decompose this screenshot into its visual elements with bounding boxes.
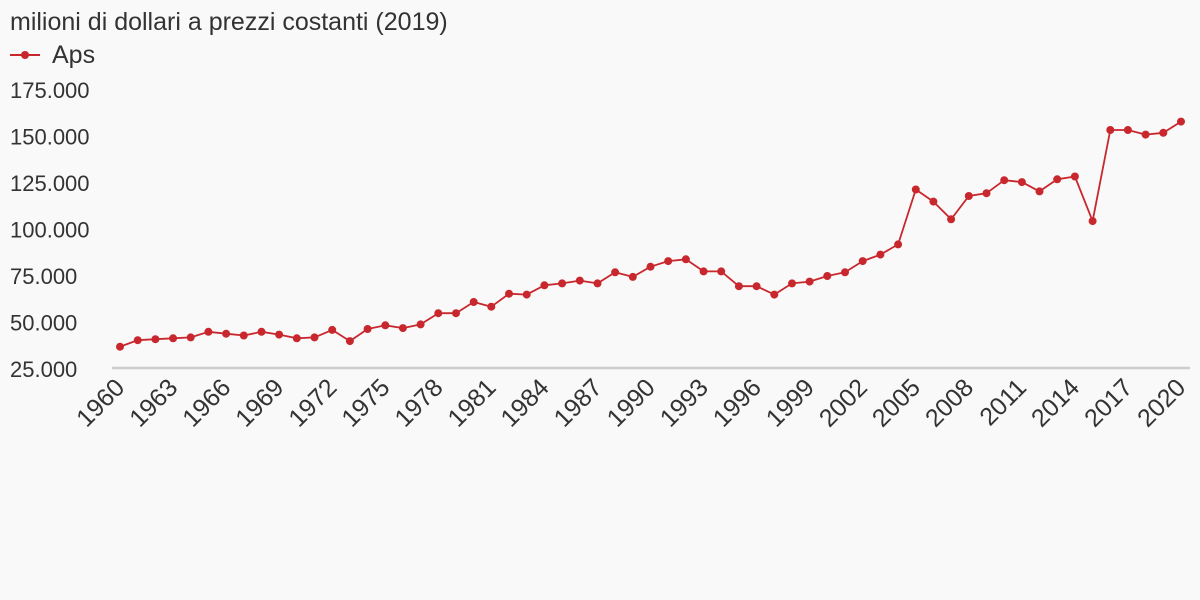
data-point[interactable]	[1141, 130, 1150, 139]
legend-marker-icon	[10, 51, 40, 59]
x-tick-label: 2011	[974, 373, 1032, 431]
y-tick-label: 125.000	[10, 171, 90, 196]
data-point[interactable]	[151, 335, 160, 344]
data-point[interactable]	[876, 250, 885, 259]
data-point[interactable]	[947, 215, 956, 224]
data-point[interactable]	[186, 333, 195, 342]
data-point[interactable]	[275, 330, 284, 339]
data-point[interactable]	[894, 240, 903, 249]
x-tick-label: 2008	[920, 373, 979, 432]
y-tick-label: 75.000	[10, 264, 77, 289]
data-point[interactable]	[646, 262, 655, 271]
y-tick-label: 175.000	[10, 78, 90, 103]
x-tick-label: 1975	[336, 373, 395, 432]
x-tick-label: 1990	[602, 373, 661, 432]
data-point[interactable]	[222, 329, 231, 338]
data-point[interactable]	[964, 192, 973, 200]
data-point[interactable]	[1088, 217, 1097, 226]
data-point[interactable]	[841, 268, 849, 277]
x-tick-label: 2020	[1132, 373, 1191, 432]
data-point[interactable]	[310, 333, 319, 342]
data-point[interactable]	[116, 342, 124, 351]
data-point[interactable]	[734, 282, 743, 291]
x-tick-label: 2002	[814, 373, 873, 432]
data-point[interactable]	[681, 255, 690, 264]
data-point[interactable]	[911, 185, 920, 194]
data-point[interactable]	[204, 327, 213, 336]
data-point[interactable]	[929, 197, 938, 206]
data-point[interactable]	[1017, 178, 1026, 187]
data-point[interactable]	[1070, 172, 1079, 181]
data-point[interactable]	[292, 334, 301, 343]
y-tick-label: 100.000	[10, 218, 90, 243]
y-axis: 25.000 50.000 75.000 100.000 125.000 150.000 1…	[10, 78, 90, 382]
data-point[interactable]	[540, 281, 549, 290]
y-tick-label: 50.000	[10, 311, 77, 336]
x-tick-label: 1984	[496, 373, 555, 432]
chart-subtitle: milioni di dollari a prezzi costanti (20…	[10, 8, 448, 36]
data-point[interactable]	[416, 320, 425, 329]
data-point[interactable]	[1106, 126, 1115, 134]
y-tick-label: 25.000	[10, 357, 77, 382]
data-point[interactable]	[257, 327, 266, 336]
x-tick-label: 1999	[761, 373, 820, 432]
x-tick-label: 1978	[389, 373, 448, 432]
data-point[interactable]	[575, 276, 584, 285]
data-point[interactable]	[452, 309, 460, 318]
data-point[interactable]	[858, 257, 867, 266]
x-tick-label: 1972	[283, 373, 342, 432]
data-point[interactable]	[398, 324, 407, 333]
x-tick-label: 1996	[708, 373, 767, 432]
data-point[interactable]	[628, 272, 637, 281]
data-point[interactable]	[1123, 126, 1132, 134]
legend-label: Aps	[52, 40, 96, 69]
x-tick-label: 1969	[230, 373, 289, 432]
x-tick-label: 1963	[124, 373, 183, 432]
data-point[interactable]	[363, 325, 372, 333]
data-point[interactable]	[469, 298, 478, 306]
data-point[interactable]	[1035, 187, 1044, 196]
x-tick-label: 1987	[549, 373, 608, 432]
data-point[interactable]	[1000, 176, 1009, 185]
x-tick-label: 1981	[442, 373, 501, 432]
data-point[interactable]	[1053, 175, 1062, 184]
x-tick-label: 2005	[867, 373, 926, 432]
data-point[interactable]	[381, 321, 390, 330]
data-point[interactable]	[593, 279, 602, 288]
data-point[interactable]	[434, 309, 443, 318]
data-point[interactable]	[699, 267, 708, 276]
series-aps	[116, 117, 1185, 351]
data-point[interactable]	[328, 325, 337, 334]
data-point[interactable]	[664, 257, 673, 266]
x-tick-label: 2014	[1026, 373, 1085, 432]
data-point[interactable]	[505, 289, 513, 298]
data-point[interactable]	[558, 279, 567, 288]
data-point[interactable]	[770, 290, 779, 299]
data-point[interactable]	[239, 331, 248, 340]
data-point[interactable]	[169, 334, 178, 343]
data-point[interactable]	[345, 337, 354, 346]
data-point[interactable]	[788, 279, 796, 288]
data-point[interactable]	[1159, 128, 1168, 137]
data-point[interactable]	[522, 290, 531, 299]
x-tick-label: 1993	[655, 373, 714, 432]
data-point[interactable]	[133, 336, 142, 345]
data-point[interactable]	[1177, 117, 1185, 126]
x-tick-label: 2017	[1079, 373, 1138, 432]
y-tick-label: 150.000	[10, 125, 90, 150]
data-point[interactable]	[487, 302, 496, 311]
legend[interactable]: Aps	[10, 40, 95, 70]
series-line	[119, 120, 1182, 348]
x-axis: 1960196319661969197219751978198119841987…	[71, 373, 1191, 432]
x-tick-label: 1966	[177, 373, 236, 432]
x-tick-label: 1960	[71, 373, 130, 432]
data-point[interactable]	[805, 277, 814, 286]
data-point[interactable]	[982, 189, 991, 198]
data-point[interactable]	[717, 267, 726, 276]
data-point[interactable]	[752, 282, 761, 291]
data-point[interactable]	[611, 268, 620, 277]
data-point[interactable]	[823, 272, 832, 280]
